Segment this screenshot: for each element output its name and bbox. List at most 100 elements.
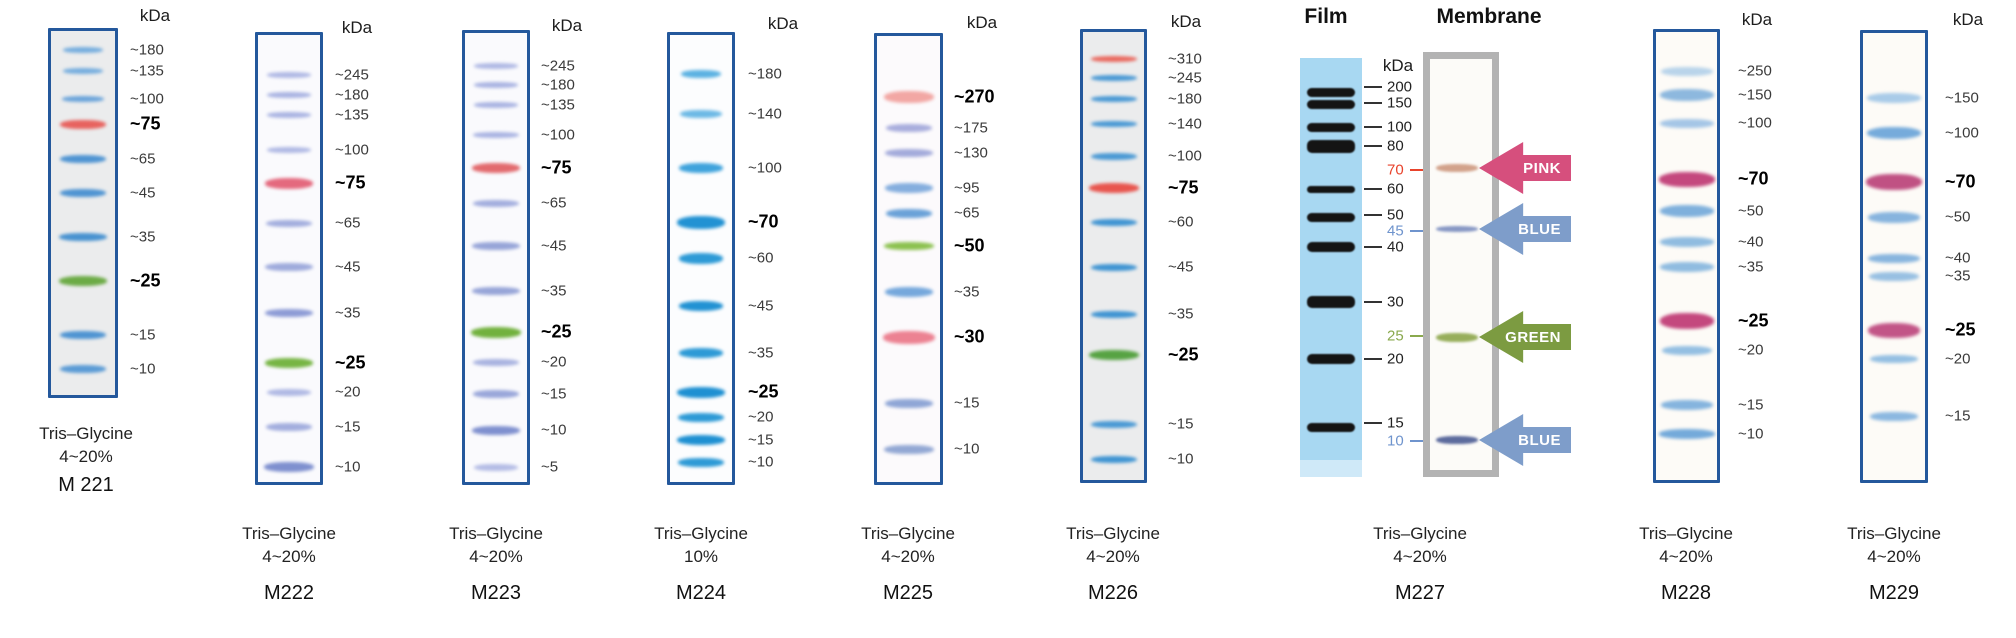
- scale-tick: [1364, 145, 1382, 147]
- band-label: ~35: [1168, 305, 1194, 323]
- gel-strip: [462, 30, 530, 485]
- gel-band: [883, 91, 934, 103]
- band-label: ~40: [1945, 249, 1971, 267]
- gel-type-label: Tris–Glycine: [39, 424, 133, 443]
- gel-strip: [1080, 29, 1147, 483]
- film-band: [1307, 139, 1355, 153]
- band-label: ~15: [1168, 415, 1194, 433]
- band-label: ~35: [130, 228, 156, 246]
- gel-band: [472, 287, 520, 295]
- scale-tick: [1364, 126, 1382, 128]
- gel-band: [1090, 420, 1137, 428]
- band-label: ~50: [954, 235, 985, 256]
- band-label: ~65: [954, 204, 980, 222]
- band-label: ~75: [335, 172, 366, 193]
- band-label: ~35: [541, 282, 567, 300]
- band-label: ~25: [748, 381, 779, 402]
- gel-band: [678, 457, 724, 467]
- film-band: [1307, 296, 1355, 308]
- gel-band: [267, 147, 311, 153]
- band-label: ~150: [1738, 86, 1772, 104]
- band-label: ~45: [1168, 258, 1194, 276]
- membrane-band: [1436, 436, 1478, 444]
- gel-band: [677, 386, 725, 398]
- gel-band: [882, 330, 935, 344]
- gel-band: [884, 149, 933, 157]
- gel-band: [1868, 211, 1920, 223]
- band-label: ~130: [954, 144, 988, 162]
- gel-band: [883, 444, 934, 454]
- band-label: ~15: [1945, 407, 1971, 425]
- band-label: ~100: [1945, 124, 1979, 142]
- scale-label: 30: [1387, 293, 1404, 311]
- band-label: ~25: [1945, 319, 1976, 340]
- band-label: ~70: [748, 211, 779, 232]
- gel-band: [679, 348, 723, 358]
- band-label: ~20: [748, 408, 774, 426]
- lane-id-label: M226: [1087, 582, 1139, 604]
- gel-band: [1090, 152, 1137, 160]
- gel-percent-label: 10%: [683, 547, 719, 566]
- scale-tick: [1364, 358, 1382, 360]
- gel-type-label: Tris–Glycine: [861, 524, 955, 543]
- gel-band: [1659, 118, 1714, 128]
- gel-band: [681, 70, 721, 78]
- lane-id-label: M223: [470, 582, 522, 604]
- band-label: ~245: [541, 57, 575, 75]
- gel-band: [59, 276, 107, 286]
- gel-band: [1658, 171, 1715, 187]
- scale-label: 70: [1387, 161, 1404, 179]
- band-label: ~15: [130, 326, 156, 344]
- film-band: [1307, 422, 1355, 432]
- band-label: ~100: [335, 141, 369, 159]
- scale-tick: [1364, 422, 1382, 424]
- gel-percent-label: 4~20%: [59, 447, 113, 466]
- gel-band: [63, 47, 103, 53]
- gel-band: [1090, 56, 1137, 62]
- gel-band: [267, 388, 311, 396]
- membrane-band: [1436, 226, 1478, 232]
- gel-type-label: Tris–Glycine: [1639, 524, 1733, 543]
- band-label: ~35: [1738, 258, 1764, 276]
- scale-tick: [1364, 246, 1382, 248]
- band-label: ~100: [130, 90, 164, 108]
- band-label: ~45: [130, 184, 156, 202]
- gel-band: [63, 68, 103, 74]
- band-label: ~40: [1738, 233, 1764, 251]
- gel-band: [1867, 127, 1921, 139]
- band-label: ~25: [335, 352, 366, 373]
- scale-label: 50: [1387, 206, 1404, 224]
- gel-band: [1870, 411, 1918, 421]
- gel-type-label: Tris–Glycine: [1066, 524, 1160, 543]
- band-label: ~175: [954, 119, 988, 137]
- band-label: ~75: [130, 113, 161, 134]
- band-label: ~50: [1945, 208, 1971, 226]
- gel-percent-label: 4~20%: [881, 547, 935, 566]
- gel-type-label: Tris–Glycine: [1373, 524, 1467, 543]
- band-label: ~70: [1738, 168, 1769, 189]
- scale-label: 15: [1387, 414, 1404, 432]
- film-band: [1307, 185, 1355, 193]
- film-strip: [1300, 58, 1362, 477]
- scale-tick: [1364, 301, 1382, 303]
- gel-band: [885, 124, 932, 132]
- gel-band: [1088, 183, 1139, 193]
- band-label: ~270: [954, 86, 995, 107]
- gel-band: [265, 358, 313, 368]
- arrow-label: GREEN: [1505, 328, 1561, 346]
- arrow-label: BLUE: [1518, 220, 1561, 238]
- gel-band: [473, 199, 519, 207]
- gel-band: [474, 63, 518, 69]
- film-band: [1307, 122, 1355, 132]
- gel-strip: [874, 33, 943, 485]
- band-label: ~50: [1738, 202, 1764, 220]
- lane-id-label: M225: [882, 582, 934, 604]
- gel-band: [473, 390, 519, 398]
- band-label: ~75: [1168, 177, 1199, 198]
- band-label: ~100: [541, 126, 575, 144]
- gel-band: [267, 72, 311, 78]
- gel-strip: [48, 28, 118, 398]
- gel-type-label: Tris–Glycine: [242, 524, 336, 543]
- band-label: ~15: [541, 385, 567, 403]
